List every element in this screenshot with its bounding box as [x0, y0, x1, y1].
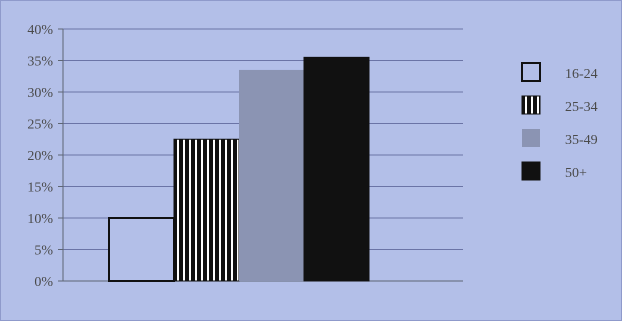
y-tick-label: 5%: [34, 244, 53, 259]
bar-chart: 0% 5% 10% 15% 20% 25% 30% 35% 40% 16-24 25-34 35-4…: [27, 23, 598, 290]
bar-25-34: [173, 138, 240, 282]
bar-16-24: [108, 217, 175, 282]
y-tick-label: 15%: [27, 181, 53, 196]
y-tick-label: 25%: [27, 118, 53, 133]
legend-label: 25-34: [565, 100, 598, 115]
legend-swatch: [522, 129, 540, 147]
legend-label: 16-24: [565, 67, 598, 82]
y-tick-label: 40%: [27, 23, 53, 38]
y-tick-label: 35%: [27, 55, 53, 70]
bar-35-49: [239, 69, 304, 281]
legend-swatch: [521, 161, 541, 181]
legend-label: 50+: [565, 166, 587, 181]
y-axis: 0% 5% 10% 15% 20% 25% 30% 35% 40%: [27, 23, 463, 290]
legend-label: 35-49: [565, 133, 598, 148]
y-tick-label: 20%: [27, 149, 53, 164]
legend-swatch: [521, 95, 541, 115]
y-tick-label: 10%: [27, 212, 53, 227]
y-tick-label: 0%: [34, 275, 53, 290]
legend: 16-24 25-34 35-49 50+: [521, 62, 598, 181]
legend-swatch: [521, 62, 541, 82]
bar-50+: [303, 56, 370, 282]
bars: [108, 56, 370, 282]
y-tick-label: 30%: [27, 86, 53, 101]
